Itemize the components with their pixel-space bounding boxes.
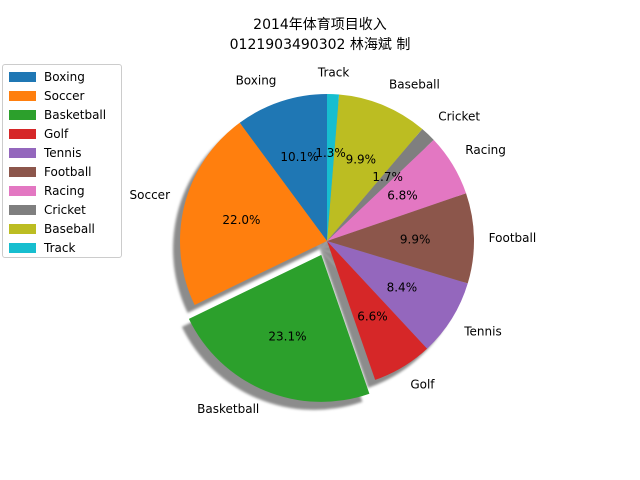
category-label-basketball: Basketball (197, 402, 259, 416)
legend-swatch (9, 243, 36, 253)
legend-label: Golf (44, 127, 69, 141)
chart-title: 2014年体育项目收入 (253, 17, 387, 33)
percent-label-tennis: 8.4% (387, 281, 418, 295)
legend-item-boxing: Boxing (9, 69, 85, 85)
legend-item-tennis: Tennis (9, 145, 81, 161)
legend-label: Soccer (44, 89, 85, 103)
legend-swatch (9, 110, 36, 120)
legend-swatch (9, 129, 36, 139)
category-label-baseball: Baseball (389, 78, 440, 92)
legend: Boxing Soccer Basketball Golf Tennis Football… (2, 64, 122, 258)
category-label-track: Track (317, 65, 349, 79)
pie-slice-football (327, 193, 475, 284)
pie-slice-basketball (188, 254, 370, 402)
percent-label-racing: 6.8% (387, 188, 418, 202)
category-label-tennis: Tennis (463, 324, 501, 338)
legend-item-cricket: Cricket (9, 202, 86, 218)
percent-label-track: 1.3% (315, 146, 346, 160)
legend-label: Baseball (44, 222, 95, 236)
percent-label-basketball: 23.1% (268, 329, 306, 343)
legend-label: Boxing (44, 70, 85, 84)
legend-swatch (9, 186, 36, 196)
percent-label-baseball: 9.9% (346, 153, 377, 167)
percent-label-football: 9.9% (400, 232, 431, 246)
percent-labels: 10.1%22.0%23.1%6.6%8.4%9.9%6.8%1.7%9.9%1… (222, 146, 430, 343)
pie-slice-golf (327, 241, 428, 380)
category-label-golf: Golf (410, 377, 435, 391)
category-label-soccer: Soccer (130, 188, 171, 202)
percent-label-soccer: 22.0% (222, 213, 260, 227)
legend-label: Racing (44, 184, 85, 198)
legend-swatch (9, 72, 36, 82)
percent-label-boxing: 10.1% (280, 150, 318, 164)
pie-slice-boxing (239, 94, 327, 241)
legend-swatch (9, 224, 36, 234)
legend-swatch (9, 167, 36, 177)
legend-swatch (9, 148, 36, 158)
legend-item-basketball: Basketball (9, 107, 106, 123)
legend-label: Basketball (44, 108, 107, 122)
category-label-football: Football (489, 231, 537, 245)
legend-item-golf: Golf (9, 126, 68, 142)
legend-item-track: Track (9, 240, 75, 256)
percent-label-cricket: 1.7% (372, 170, 403, 184)
pie-slice-cricket (327, 129, 434, 241)
legend-label: Track (44, 241, 76, 255)
legend-label: Football (44, 165, 92, 179)
pie-slice-tennis (327, 241, 468, 349)
legend-swatch (9, 91, 36, 101)
pie-wedges (179, 94, 475, 402)
category-label-racing: Racing (465, 143, 506, 157)
legend-label: Cricket (44, 203, 86, 217)
pie-slice-racing (327, 139, 467, 241)
category-label-boxing: Boxing (236, 73, 277, 87)
legend-item-racing: Racing (9, 183, 85, 199)
pie-slice-track (327, 94, 340, 241)
category-label-cricket: Cricket (438, 110, 480, 124)
chart-subtitle: 0121903490302 林海斌 制 (229, 37, 411, 53)
category-labels: Boxing Soccer Basketball Golf Tennis Football… (130, 65, 537, 416)
legend-label: Tennis (44, 146, 82, 160)
legend-item-baseball: Baseball (9, 221, 95, 237)
legend-swatch (9, 205, 36, 215)
percent-label-golf: 6.6% (357, 310, 388, 324)
pie-slice-soccer (179, 122, 327, 305)
legend-item-football: Football (9, 164, 92, 180)
legend-item-soccer: Soccer (9, 88, 84, 104)
pie-slice-baseball (327, 94, 423, 242)
